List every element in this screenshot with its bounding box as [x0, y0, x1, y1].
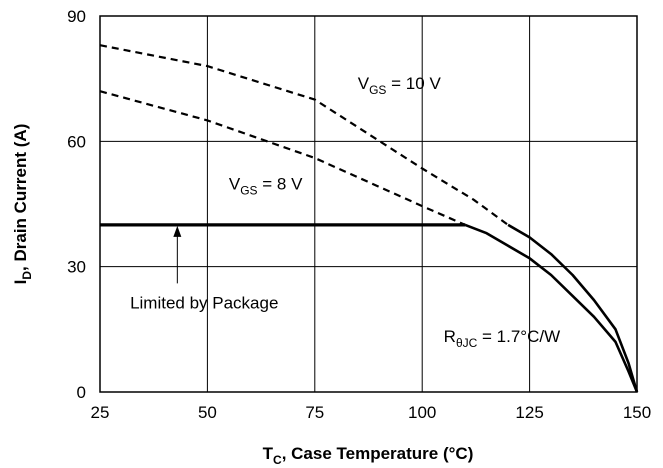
y-axis-label: ID, Drain Current (A)	[11, 124, 34, 285]
x-tick-label: 150	[623, 403, 651, 422]
tick-labels: 25 50 75 100 125 150 0 30 60 90	[67, 7, 651, 422]
y-tick-label: 90	[67, 7, 86, 26]
series-layer	[99, 44, 639, 393]
x-axis-label: TC, Case Temperature (°C)	[263, 444, 474, 467]
series-line	[507, 223, 639, 393]
series-line	[99, 90, 466, 226]
plot-frame	[99, 15, 638, 393]
vgs-8v-label: VGS = 8 V	[229, 174, 303, 197]
series-line	[99, 44, 509, 226]
x-tick-label: 75	[305, 403, 324, 422]
series-line	[464, 223, 639, 393]
x-tick-label: 50	[198, 403, 217, 422]
y-tick-label: 0	[77, 383, 86, 402]
limited-by-package-label: Limited by Package	[130, 293, 278, 312]
x-tick-label: 125	[515, 403, 543, 422]
annotations: VGS = 10 V VGS = 8 V Limited by Package RθJ…	[130, 74, 560, 350]
y-tick-label: 30	[67, 258, 86, 277]
vgs-10v-label: VGS = 10 V	[358, 74, 442, 97]
x-tick-label: 100	[408, 403, 436, 422]
arrow-head	[173, 225, 182, 237]
thermal-resistance-label: RθJC = 1.7°C/W	[444, 327, 560, 350]
x-tick-label: 25	[91, 403, 110, 422]
y-tick-label: 60	[67, 132, 86, 151]
